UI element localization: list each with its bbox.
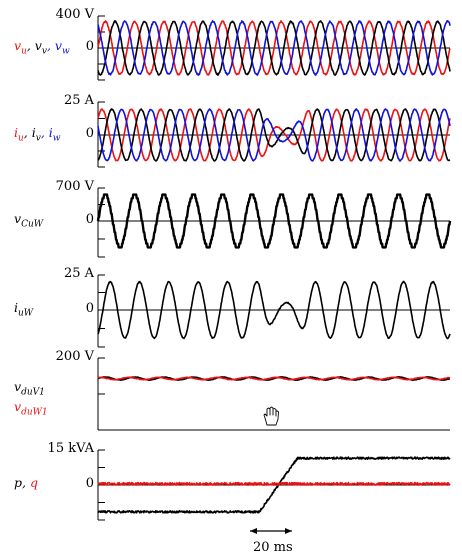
series-line-w (97, 108, 451, 162)
panel-currents (97, 101, 451, 168)
y-label-vdu: vduV1 vduW1 (14, 379, 48, 417)
y-label-currents: iu, iv, iw (14, 125, 61, 144)
tick-label-zero-power: 0 (85, 476, 94, 491)
panel-power (97, 449, 451, 521)
y-label-vCuW: vCuW (14, 211, 43, 230)
tick-label-zero-vCuW: 0 (85, 212, 94, 227)
series-line-vduW1 (97, 376, 451, 381)
arrow-left-icon (250, 528, 257, 534)
panel-voltages (97, 15, 451, 81)
series-line-v (97, 20, 451, 76)
time-scale-bar (250, 528, 292, 534)
arrow-right-icon (285, 528, 292, 534)
hand-cursor-icon (263, 406, 279, 426)
time-scale-label: 20 ms (253, 540, 293, 555)
tick-label-zero-iuW: 0 (85, 301, 94, 316)
panel-iuW (97, 274, 451, 348)
y-label-voltages: vu, vv, vw (14, 38, 70, 57)
panel-vCuW (96, 187, 452, 258)
series-line-iuW (97, 280, 451, 340)
series-line-v (97, 108, 451, 162)
series-line-u (97, 20, 451, 76)
series-line-w (97, 20, 451, 76)
tick-label-top-voltages: 400 V (55, 7, 94, 22)
tick-label-zero-currents: 0 (85, 126, 94, 141)
series-line-p (97, 456, 451, 514)
tick-label-top-power: 15 kVA (47, 441, 94, 456)
tick-label-top-vdu: 200 V (55, 349, 94, 364)
tick-label-top-vCuW: 700 V (55, 179, 94, 194)
series-line-vCuW (96, 193, 452, 249)
y-label-iuW: iuW (14, 300, 34, 319)
y-label-power: p, q (14, 475, 38, 490)
tick-label-top-currents: 25 A (63, 93, 94, 108)
tick-label-zero-voltages: 0 (85, 39, 94, 54)
series-line-q (97, 481, 451, 486)
tick-label-top-iuW: 25 A (63, 266, 94, 281)
series-line-u (97, 108, 451, 162)
panel-vdu (97, 357, 451, 431)
